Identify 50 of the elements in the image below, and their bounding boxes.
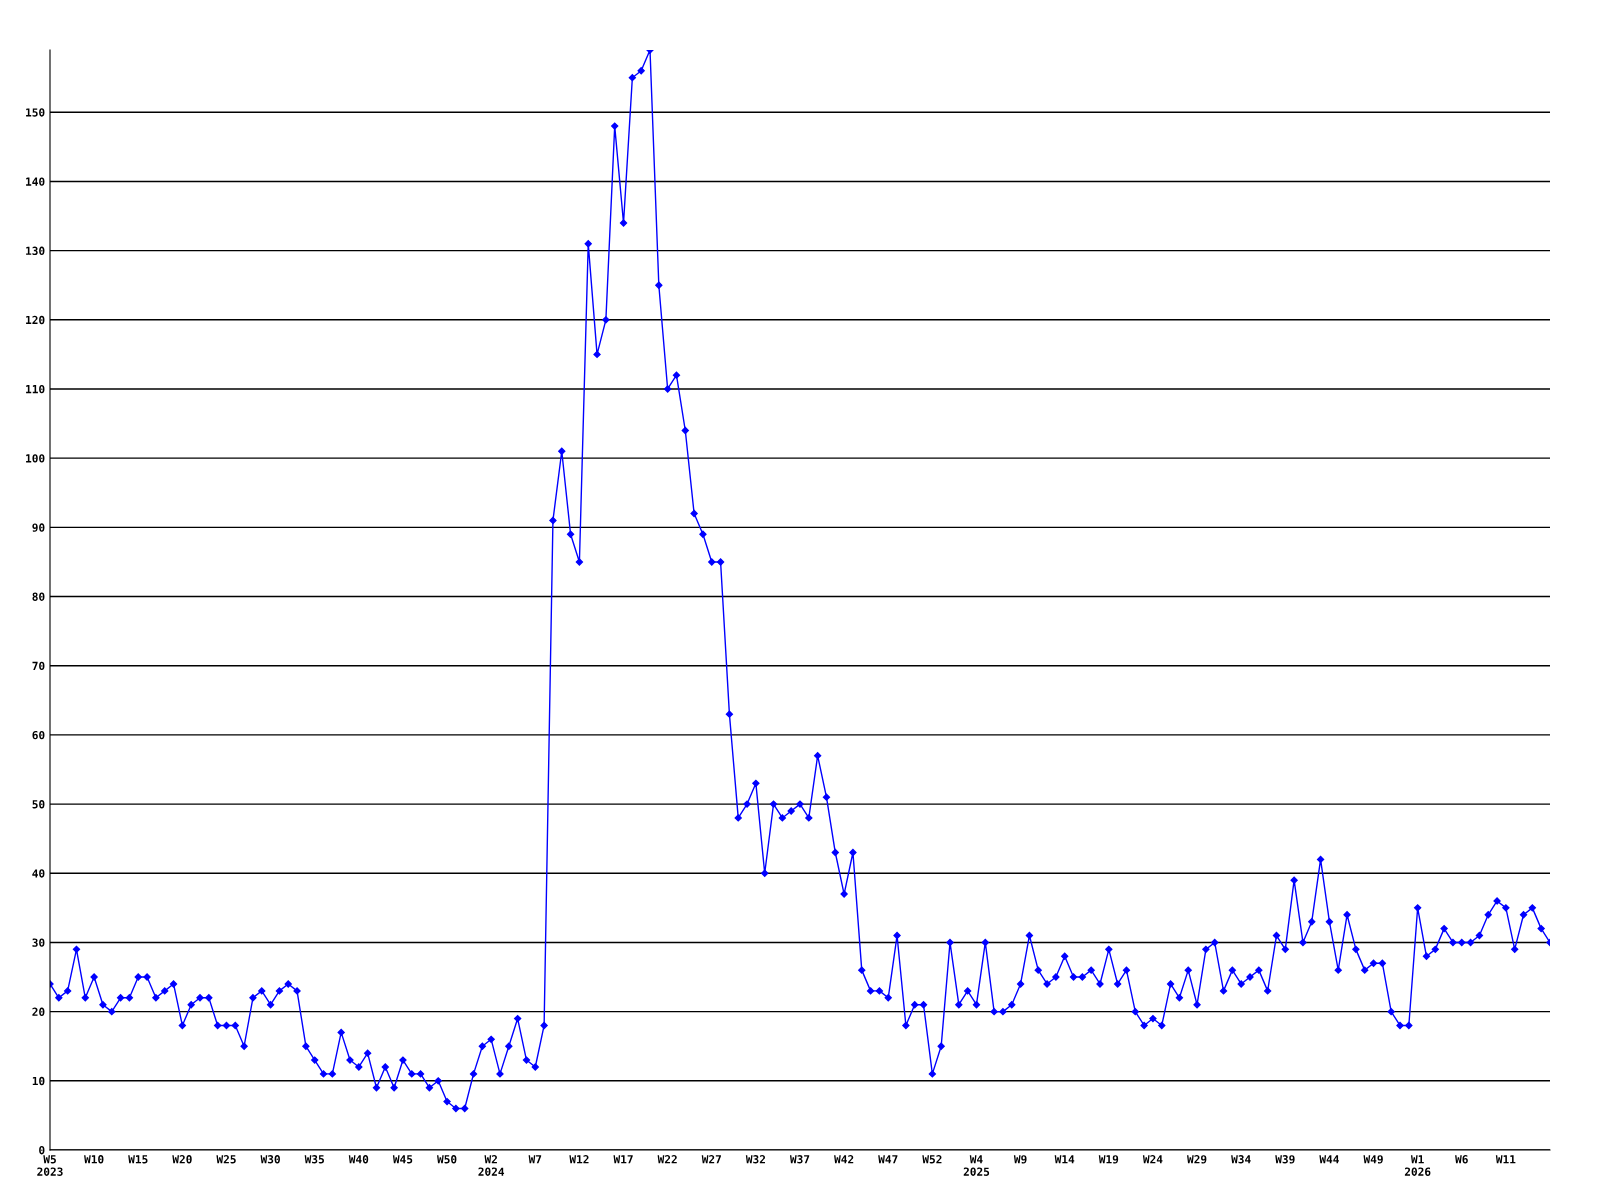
y-tick-label: 10 — [32, 1076, 45, 1086]
x-tick-label: W35 — [304, 1155, 324, 1164]
x-tick-label: W2 2024 — [478, 1155, 505, 1176]
y-tick-label: 30 — [32, 938, 45, 947]
x-tick-label: W40 — [348, 1155, 369, 1164]
x-tick-label: W45 — [392, 1155, 413, 1164]
x-tick-label: W34 — [1231, 1155, 1251, 1164]
y-tick-label: 60 — [32, 730, 45, 740]
y-tick-label: 90 — [32, 523, 45, 532]
x-tick-label: W12 — [569, 1155, 589, 1164]
y-tick-label: 50 — [32, 800, 45, 809]
x-tick-label: W39 — [1275, 1155, 1295, 1164]
x-tick-label: W25 — [216, 1155, 236, 1164]
x-tick-label: W37 — [789, 1155, 810, 1164]
x-tick-label: W14 — [1054, 1155, 1075, 1164]
x-tick-label: W4 2025 — [963, 1155, 990, 1176]
x-tick-label: W29 — [1187, 1155, 1207, 1164]
x-tick-label: W49 — [1363, 1155, 1383, 1164]
x-tick-label: W10 — [84, 1155, 104, 1164]
x-tick-label: W27 — [701, 1155, 721, 1164]
x-tick-label: W50 — [437, 1155, 457, 1164]
x-tick-label: W15 — [128, 1155, 148, 1164]
y-tick-label: 120 — [26, 315, 45, 325]
y-tick-label: 100 — [26, 454, 45, 463]
x-tick-label: W17 — [613, 1155, 633, 1164]
x-tick-label: W5 2023 — [37, 1155, 63, 1176]
x-tick-label: W6 — [1455, 1155, 1468, 1164]
y-tick-label: 20 — [32, 1007, 45, 1017]
x-tick-label: W32 — [745, 1155, 765, 1164]
y-tick-label: 110 — [26, 384, 45, 394]
y-tick-label: 0 — [39, 1145, 45, 1155]
x-tick-label: W24 — [1142, 1155, 1163, 1164]
y-tick-label: 70 — [32, 661, 45, 671]
x-tick-label: W19 — [1098, 1155, 1119, 1164]
x-tick-label: W44 — [1319, 1155, 1339, 1164]
y-tick-label: 150 — [26, 108, 45, 117]
y-tick-label: 40 — [32, 869, 45, 878]
y-tick-label: 140 — [26, 177, 45, 186]
x-tick-label: W42 — [834, 1155, 854, 1164]
x-tick-label: W7 — [528, 1155, 542, 1164]
x-tick-label: W11 — [1495, 1155, 1516, 1164]
x-tick-label: W52 — [922, 1155, 942, 1164]
x-tick-label: W1 2026 — [1404, 1155, 1431, 1176]
y-tick-label: 130 — [26, 246, 45, 256]
x-tick-label: W9 — [1013, 1155, 1027, 1164]
x-tick-label: W30 — [260, 1155, 280, 1164]
x-tick-label: W20 — [172, 1155, 192, 1164]
x-tick-label: W22 — [657, 1155, 677, 1164]
x-tick-label: W47 — [878, 1155, 898, 1164]
y-tick-label: 80 — [32, 592, 45, 601]
